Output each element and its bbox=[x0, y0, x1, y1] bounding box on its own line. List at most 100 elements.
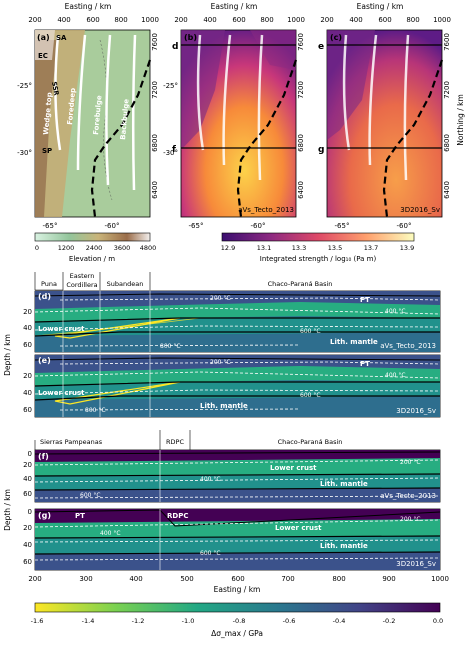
section-panel-g: (g) PT RDPC Lower crust Lith. mantle 200… bbox=[34, 508, 441, 571]
e-tick-20: 20 bbox=[23, 372, 32, 380]
section-f-lower-crust: Lower crust bbox=[270, 464, 317, 472]
province-chaco-mid: Chaco-Paraná Basin bbox=[278, 438, 343, 446]
stress-tick-1.0: -1.0 bbox=[182, 617, 195, 625]
section-f-label: (f) bbox=[38, 452, 49, 461]
panel-b-name: aVs_Tecto_2013 bbox=[238, 206, 294, 214]
section-f-name: aVs_Tecto_2013 bbox=[380, 492, 436, 500]
stress-tick-1.6: -1.6 bbox=[31, 617, 44, 625]
f-tick-40: 40 bbox=[23, 475, 32, 483]
panel-b-profile-d: d bbox=[172, 42, 178, 52]
section-d-iso-400: 400 °C bbox=[385, 308, 406, 315]
elev-tick-4800: 4800 bbox=[140, 244, 157, 252]
section-xlabel: Easting / km bbox=[214, 585, 261, 594]
elev-tick-3600: 3600 bbox=[114, 244, 131, 252]
map-b-lat-25: -25° bbox=[163, 82, 178, 90]
section-g-lower-crust: Lower crust bbox=[275, 524, 322, 532]
elev-tick-2400: 2400 bbox=[86, 244, 103, 252]
x-tick-300: 300 bbox=[79, 575, 92, 583]
panel-c-label: (c) bbox=[330, 33, 342, 42]
panel-a-tag-sa: SA bbox=[56, 34, 67, 42]
map-c-lon-65: -65° bbox=[335, 222, 350, 230]
section-e-iso-400: 400 °C bbox=[385, 372, 406, 379]
map-axis-ticks: 200 400 600 800 1000 200 400 600 800 100… bbox=[17, 16, 451, 230]
map-panel-a: (a) EC SA SSR SP Wedge top Foredeep Fore… bbox=[34, 29, 152, 218]
section-d-lower-crust: Lower crust bbox=[38, 325, 85, 333]
map-b-northing-6400: 6400 bbox=[297, 181, 305, 199]
province-subandean: Subandean bbox=[107, 280, 144, 288]
map-b-northing-6800: 6800 bbox=[297, 134, 305, 152]
stress-tick-0.0: 0.0 bbox=[433, 617, 443, 625]
map-b-northing-7200: 7200 bbox=[297, 81, 305, 99]
stress-tick-0.6: -0.6 bbox=[283, 617, 296, 625]
province-sierras: Sierras Pampeanas bbox=[40, 438, 103, 446]
section-e-iso-800: 800 °C bbox=[85, 407, 106, 414]
map-b-easting-1000: 1000 bbox=[287, 16, 305, 24]
province-chaco-top: Chaco-Paraná Basin bbox=[268, 280, 333, 288]
map-c-easting-800: 800 bbox=[406, 16, 419, 24]
section-e-iso-200: 200 °C bbox=[210, 359, 231, 366]
panel-a-tag-ssr: SSR bbox=[50, 81, 60, 96]
d-tick-40: 40 bbox=[23, 324, 32, 332]
section-e-iso-600: 600 °C bbox=[300, 392, 321, 399]
d-tick-20: 20 bbox=[23, 308, 32, 316]
elev-tick-1200: 1200 bbox=[58, 244, 75, 252]
maps-top-axis-label-b: Easting / km bbox=[211, 2, 258, 11]
section-d-pt: PT bbox=[360, 296, 370, 304]
str-tick-13.1: 13.1 bbox=[257, 244, 271, 252]
panel-c-profile-e: e bbox=[318, 42, 324, 52]
f-tick-60: 60 bbox=[23, 490, 32, 498]
f-tick-20: 20 bbox=[23, 461, 32, 469]
x-tick-1000: 1000 bbox=[431, 575, 449, 583]
stress-cbar-label: Δσ_max / GPa bbox=[211, 629, 263, 638]
map-panel-c: (c) e g 3D2016_Sv bbox=[318, 29, 444, 218]
section-g-lith-mantle: Lith. mantle bbox=[320, 542, 368, 550]
province-puna: Puna bbox=[41, 280, 57, 288]
map-b-easting-400: 400 bbox=[203, 16, 216, 24]
f-tick-0: 0 bbox=[28, 450, 32, 458]
elev-tick-0: 0 bbox=[35, 244, 39, 252]
section-panel-e: (e) Lower crust Lith. mantle PT 200 °C 4… bbox=[34, 354, 441, 418]
maps-top-axis-label-a: Easting / km bbox=[65, 2, 112, 11]
province-cordillera: Cordillera bbox=[66, 281, 97, 289]
elevation-colorbar: 0 1200 2400 3600 4800 Elevation / m bbox=[34, 232, 157, 263]
section-g-name: 3D2016_Sv bbox=[396, 560, 436, 568]
map-c-northing-7600: 7600 bbox=[443, 33, 451, 51]
section-g-label: (g) bbox=[38, 511, 51, 520]
map-b-northing-7600: 7600 bbox=[297, 33, 305, 51]
section-x-ticks: 200 300 400 500 600 700 800 900 1000 bbox=[28, 575, 449, 583]
stress-colorbar: -1.6 -1.4 -1.2 -1.0 -0.8 -0.6 -0.4 -0.2 … bbox=[31, 602, 443, 638]
section-d-lith-mantle: Lith. mantle bbox=[330, 338, 378, 346]
map-b-easting-800: 800 bbox=[260, 16, 273, 24]
d-tick-60: 60 bbox=[23, 341, 32, 349]
stress-tick-0.2: -0.2 bbox=[383, 617, 396, 625]
map-b-lat-30: -30° bbox=[163, 149, 178, 157]
str-tick-13.9: 13.9 bbox=[400, 244, 414, 252]
section-e-label: (e) bbox=[38, 356, 51, 365]
str-tick-13.5: 13.5 bbox=[328, 244, 342, 252]
map-a-northing-6800: 6800 bbox=[151, 134, 159, 152]
panel-c-profile-g: g bbox=[318, 145, 324, 155]
map-a-lon-60: -60° bbox=[105, 222, 120, 230]
x-tick-500: 500 bbox=[180, 575, 193, 583]
x-tick-800: 800 bbox=[332, 575, 345, 583]
section-d-iso-200: 200 °C bbox=[210, 295, 231, 302]
province-rdpc: RDPC bbox=[166, 438, 184, 446]
section-e-pt: PT bbox=[360, 360, 370, 368]
sections-top-header: Puna Eastern Cordillera Subandean Chaco-… bbox=[34, 272, 333, 291]
sections-mid-header: Sierras Pampeanas RDPC Chaco-Paraná Basi… bbox=[34, 430, 343, 450]
map-c-northing-7200: 7200 bbox=[443, 81, 451, 99]
section-g-pt: PT bbox=[75, 512, 85, 520]
x-tick-900: 900 bbox=[382, 575, 395, 583]
stress-tick-0.8: -0.8 bbox=[233, 617, 246, 625]
panel-a-label: (a) bbox=[37, 33, 50, 42]
section-g-iso-600: 600 °C bbox=[200, 550, 221, 557]
panel-c-name: 3D2016_Sv bbox=[400, 206, 440, 214]
map-c-northing-6400: 6400 bbox=[443, 181, 451, 199]
map-a-easting-200: 200 bbox=[28, 16, 41, 24]
section-f-iso-200: 200 °C bbox=[400, 459, 421, 466]
map-a-easting-800: 800 bbox=[114, 16, 127, 24]
map-panel-b: (b) d f aVs_Tecto_2013 bbox=[172, 29, 298, 218]
map-c-easting-600: 600 bbox=[378, 16, 391, 24]
section-f-lith-mantle: Lith. mantle bbox=[320, 480, 368, 488]
